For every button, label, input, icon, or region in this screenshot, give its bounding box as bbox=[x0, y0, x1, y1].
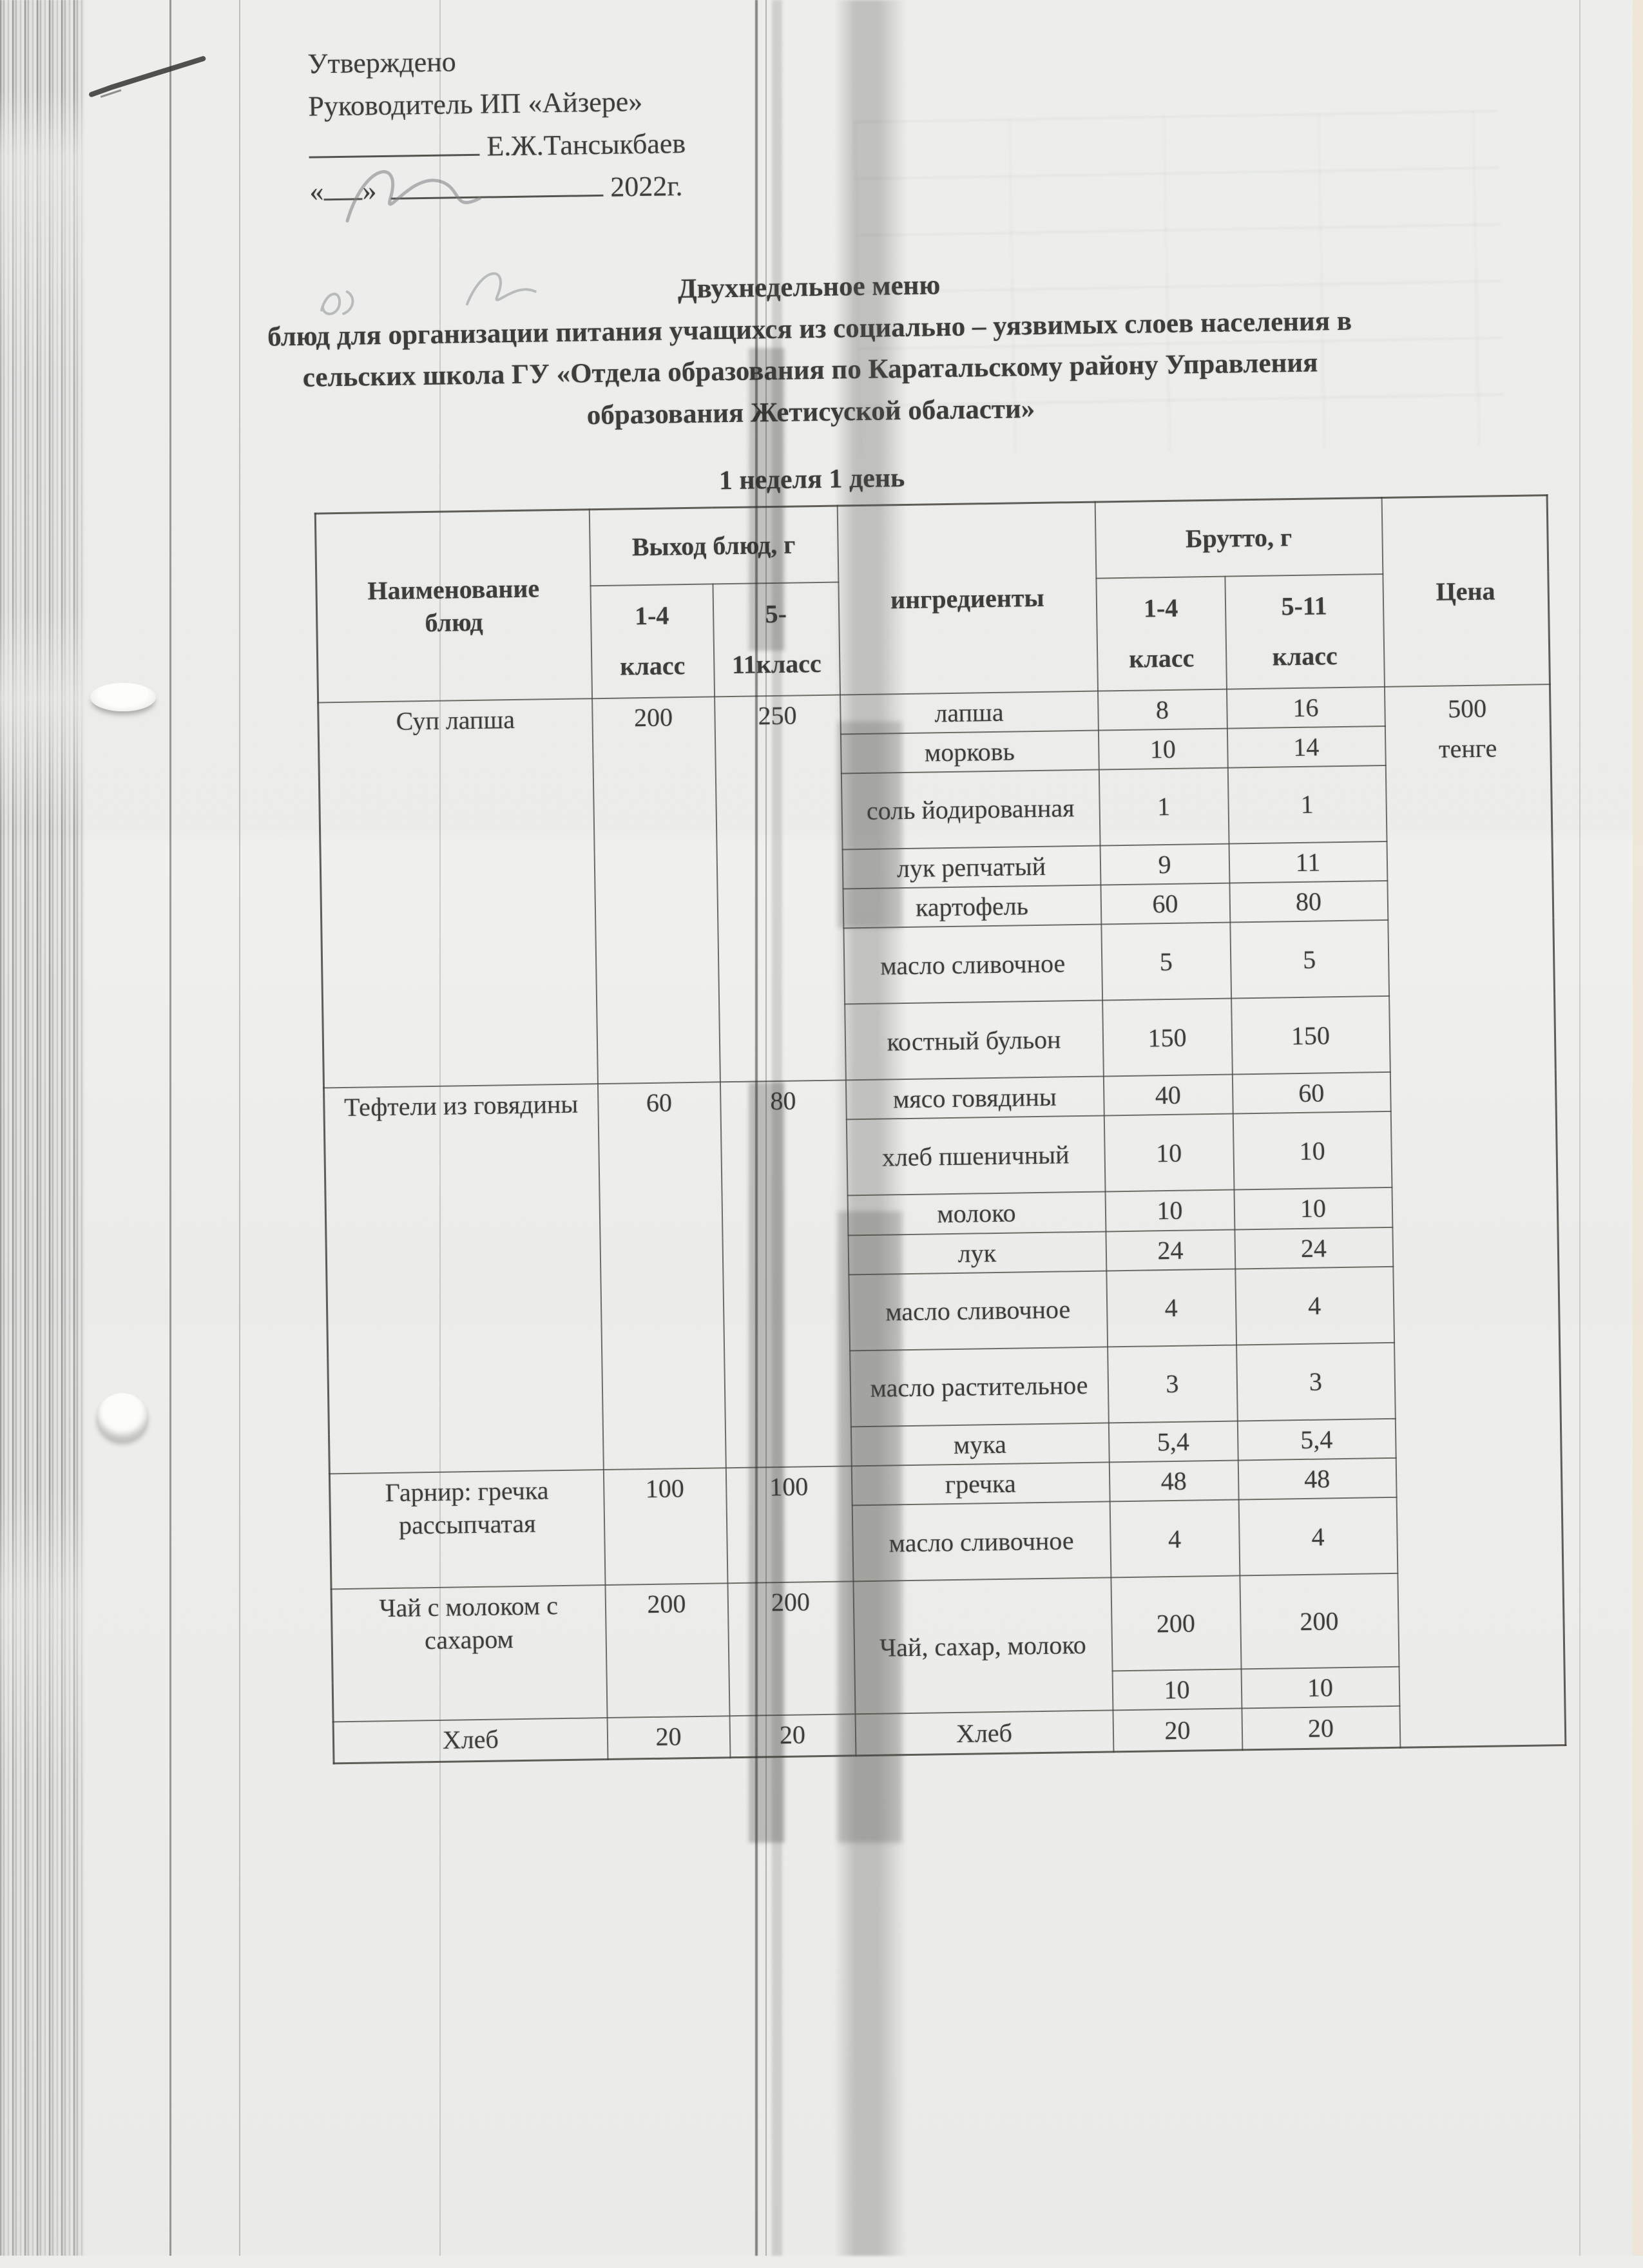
handwritten-signature bbox=[345, 170, 482, 223]
handwritten-date-month bbox=[465, 272, 537, 306]
pen-mark-echo bbox=[100, 89, 122, 98]
pen-mark bbox=[89, 56, 206, 97]
handwritten-date-day bbox=[320, 290, 354, 316]
